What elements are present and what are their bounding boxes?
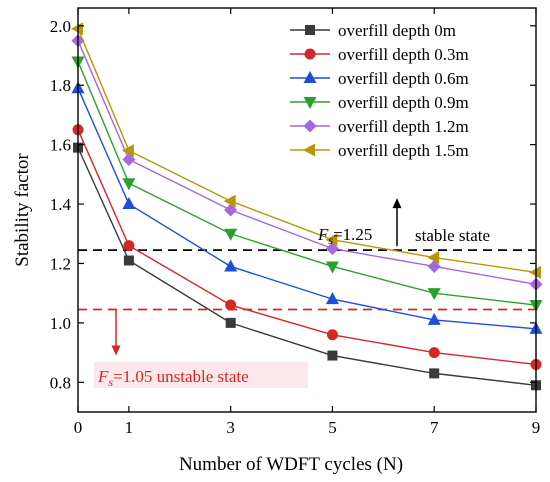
y-tick-label: 1.4 bbox=[50, 195, 72, 214]
legend-item-5: overfill depth 1.2m bbox=[290, 117, 469, 136]
plot-frame bbox=[77, 7, 537, 413]
legend-marker bbox=[304, 48, 316, 60]
series-line-6 bbox=[77, 28, 537, 274]
data-point-5-2 bbox=[122, 153, 136, 166]
stable-threshold-label: Fs=1.25 bbox=[317, 225, 372, 247]
series-line-2 bbox=[77, 129, 537, 366]
data-point-2-5 bbox=[428, 347, 440, 359]
x-tick-label: 3 bbox=[226, 418, 235, 437]
data-point-5-5 bbox=[427, 259, 441, 273]
data-point-6-6 bbox=[529, 265, 541, 279]
legend: overfill depth 0m overfill depth 0.3m over… bbox=[290, 21, 469, 160]
y-tick-label: 1.0 bbox=[50, 314, 71, 333]
x-tick-label: 7 bbox=[430, 418, 439, 437]
series-3 bbox=[71, 81, 543, 334]
legend-item-1: overfill depth 0m bbox=[290, 21, 456, 40]
unstable-threshold-label: Fs=1.05 unstable state bbox=[97, 367, 249, 389]
series-5 bbox=[71, 34, 543, 291]
x-tick-label: 5 bbox=[328, 418, 337, 437]
series-line-3 bbox=[77, 87, 537, 330]
legend-marker bbox=[303, 97, 317, 109]
legend-marker bbox=[303, 71, 317, 83]
legend-item-3: overfill depth 0.6m bbox=[290, 69, 469, 88]
series-line-1 bbox=[77, 147, 537, 386]
legend-item-4: overfill depth 0.9m bbox=[290, 93, 469, 112]
legend-label: overfill depth 0.3m bbox=[338, 45, 469, 64]
series-line-5 bbox=[77, 40, 537, 285]
legend-label: overfill depth 1.2m bbox=[338, 117, 469, 136]
x-tick-label: 9 bbox=[532, 418, 541, 437]
data-point-4-3 bbox=[224, 228, 238, 241]
series-1 bbox=[73, 142, 541, 391]
data-point-6-3 bbox=[223, 194, 236, 208]
data-point-2-2 bbox=[123, 240, 135, 252]
legend-label: overfill depth 0.6m bbox=[338, 69, 469, 88]
y-tick-label: 1.2 bbox=[50, 254, 71, 273]
data-point-2-3 bbox=[225, 299, 237, 311]
data-point-1-5 bbox=[429, 368, 440, 379]
data-point-5-3 bbox=[224, 203, 238, 217]
data-point-3-3 bbox=[224, 259, 238, 272]
legend-item-6: overfill depth 1.5m bbox=[290, 141, 469, 160]
legend-marker bbox=[303, 143, 315, 157]
data-point-5-4 bbox=[325, 242, 339, 256]
data-point-3-2 bbox=[122, 197, 136, 210]
legend-marker bbox=[303, 119, 317, 133]
series-2 bbox=[72, 124, 542, 370]
data-point-4-2 bbox=[122, 178, 136, 191]
data-point-1-4 bbox=[327, 350, 338, 361]
data-point-1-2 bbox=[123, 255, 134, 266]
data-point-3-4 bbox=[325, 292, 339, 305]
legend-item-2: overfill depth 0.3m bbox=[290, 45, 469, 64]
stable-state-label: stable state bbox=[415, 226, 490, 245]
y-tick-label: 0.8 bbox=[50, 373, 71, 392]
unstable-arrow-head bbox=[111, 345, 121, 356]
unstable-label-highlight bbox=[94, 362, 308, 388]
data-point-6-2 bbox=[121, 144, 134, 158]
data-point-4-5 bbox=[427, 288, 441, 301]
legend-marker bbox=[305, 25, 315, 35]
x-tick-label: 0 bbox=[74, 418, 83, 437]
legend-label: overfill depth 0m bbox=[338, 21, 456, 40]
x-tick-label: 1 bbox=[125, 418, 134, 437]
y-tick-label: 2.0 bbox=[50, 17, 71, 36]
x-axis-title: Number of WDFT cycles (N) bbox=[179, 454, 403, 475]
y-axis-title: Stability factor bbox=[12, 153, 33, 267]
data-point-4-4 bbox=[325, 261, 339, 274]
data-point-1-3 bbox=[225, 317, 236, 328]
series-line-4 bbox=[77, 61, 537, 306]
data-point-6-1 bbox=[71, 22, 83, 36]
legend-label: overfill depth 0.9m bbox=[338, 93, 469, 112]
data-point-2-4 bbox=[326, 329, 338, 341]
legend-label: overfill depth 1.5m bbox=[338, 141, 469, 160]
data-point-6-5 bbox=[427, 251, 440, 265]
y-tick-label: 1.8 bbox=[50, 76, 71, 95]
data-point-6-4 bbox=[325, 233, 338, 247]
data-point-3-5 bbox=[427, 312, 441, 325]
y-tick-label: 1.6 bbox=[50, 136, 71, 155]
stable-arrow-head bbox=[392, 198, 402, 209]
